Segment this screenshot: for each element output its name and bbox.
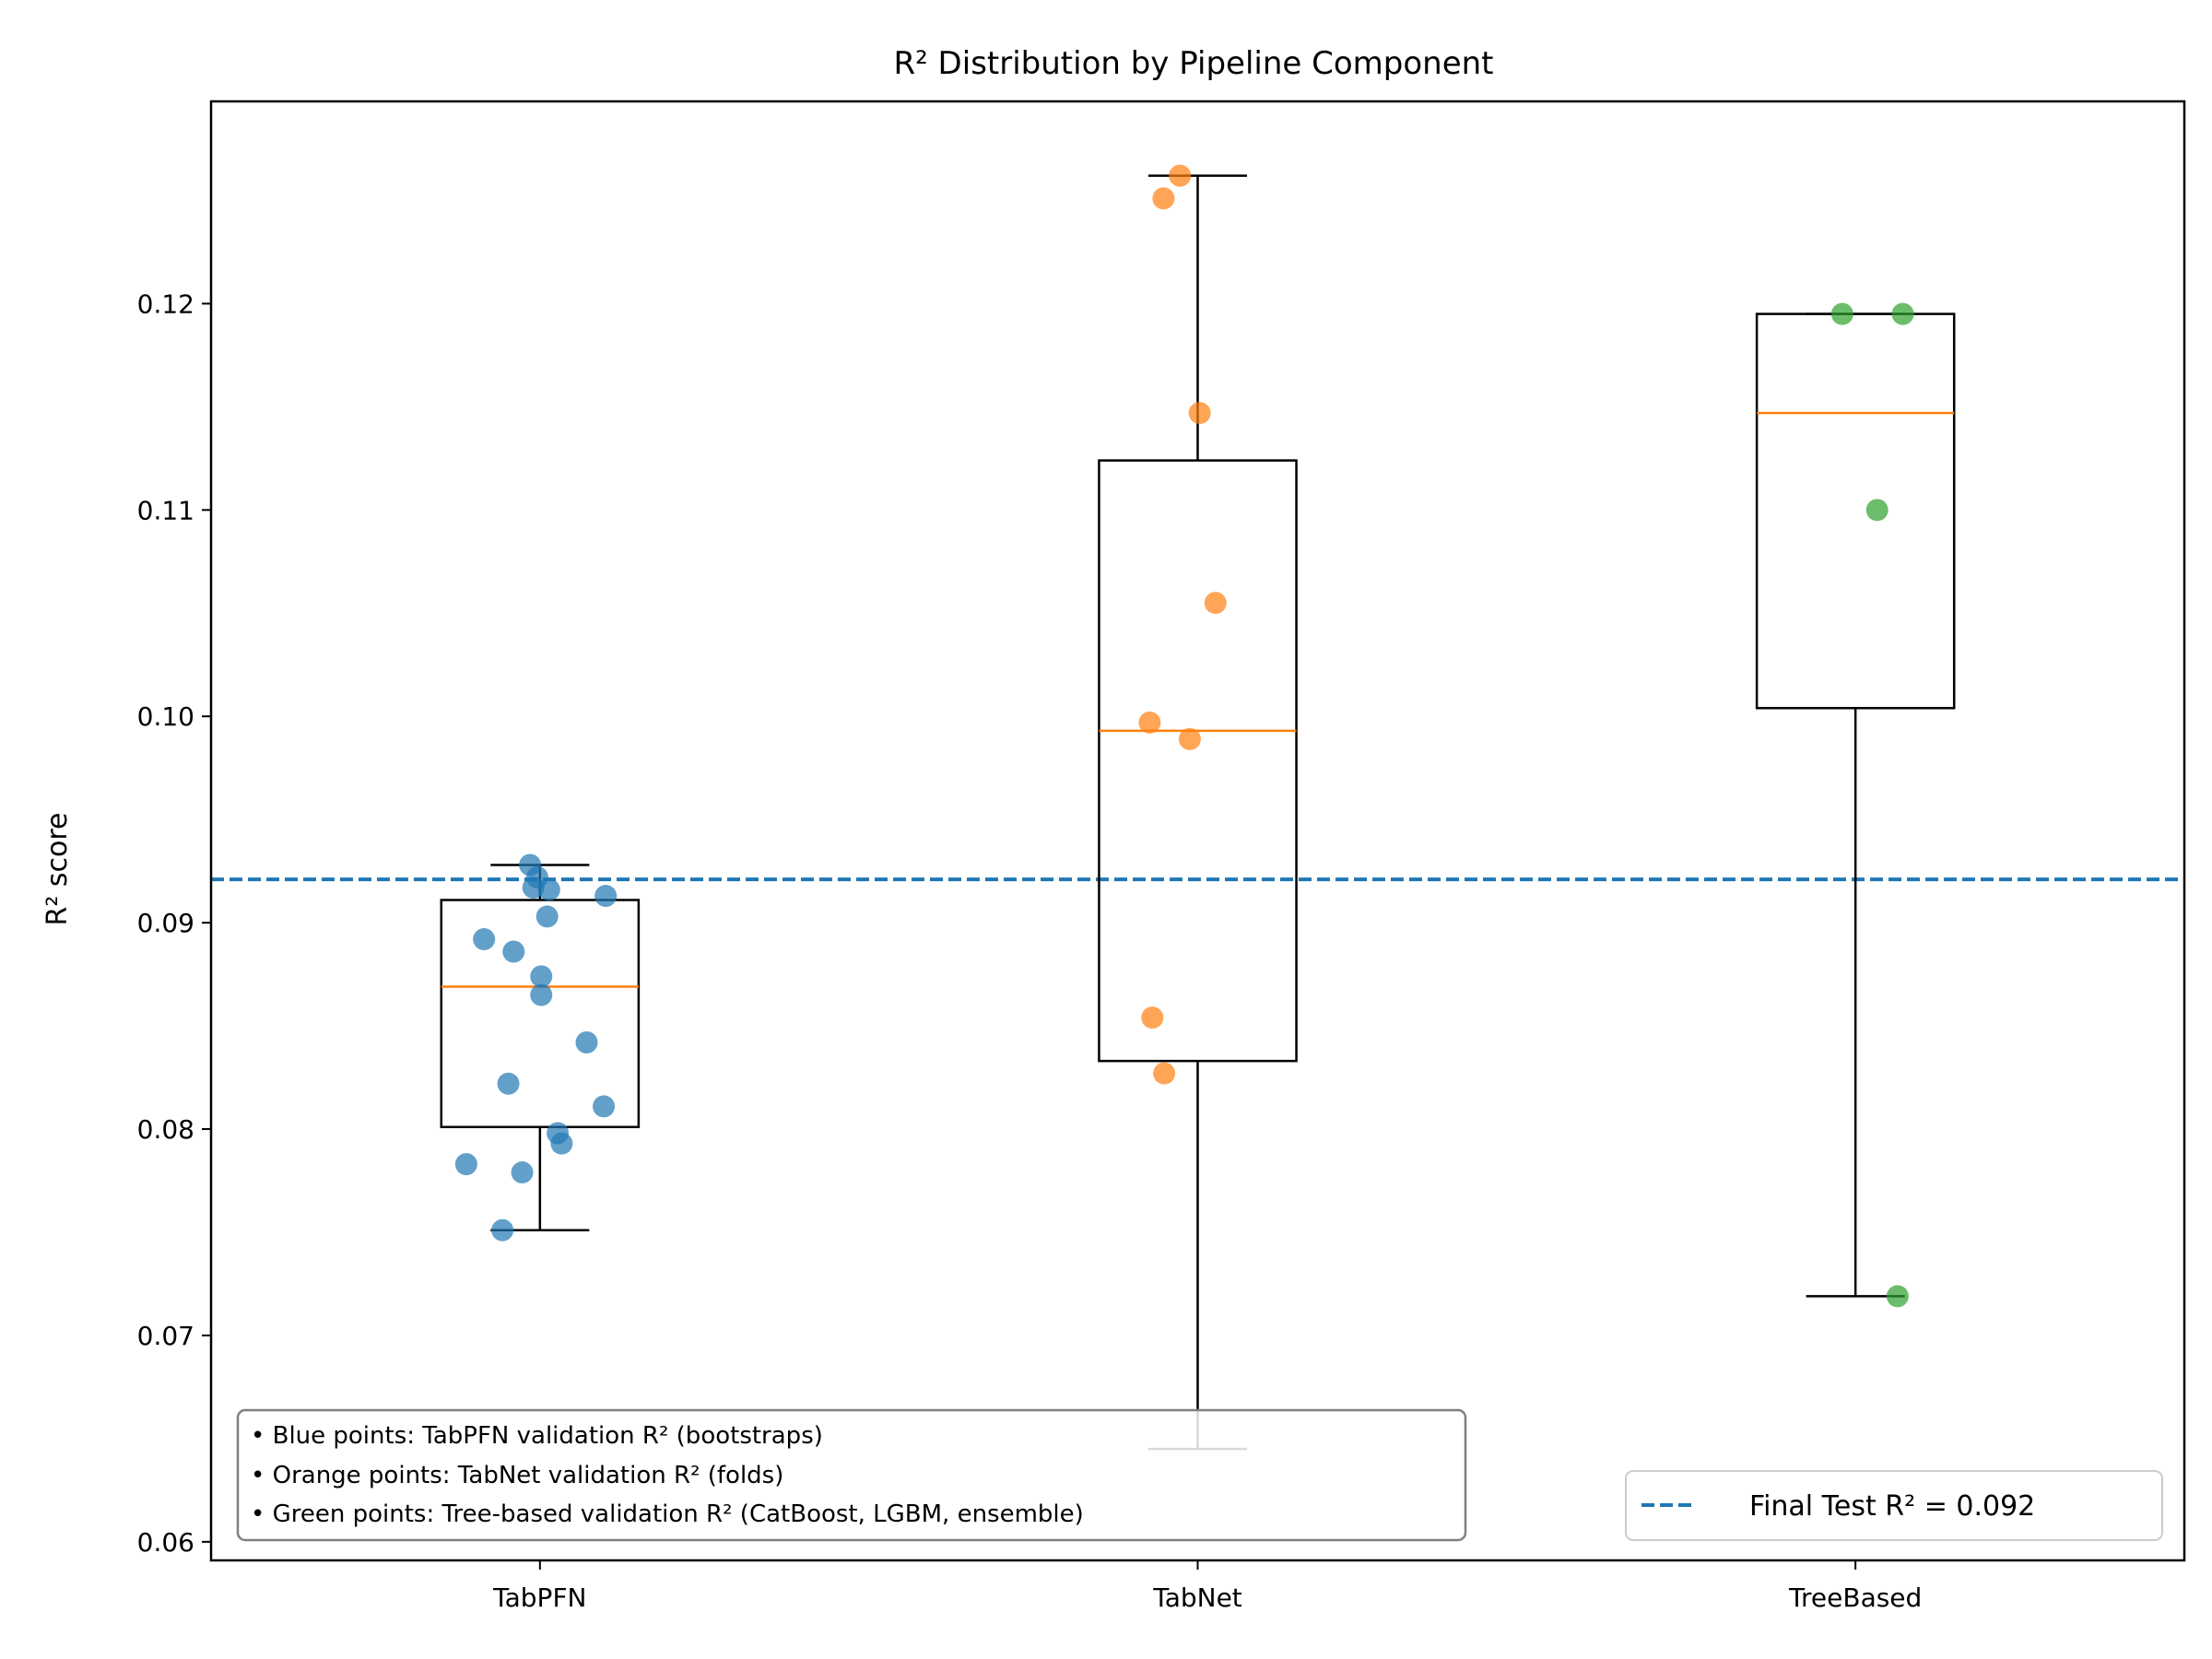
data-point — [535, 905, 559, 928]
x-tick-label: TabNet — [1152, 1583, 1242, 1613]
data-point — [1865, 499, 1888, 522]
data-point — [1891, 302, 1914, 325]
data-points — [454, 164, 1914, 1308]
boxplot-treebased — [1755, 312, 1956, 1298]
data-point — [1152, 187, 1175, 210]
x-axis: TabPFN TabNet TreeBased — [492, 1560, 1922, 1613]
data-point — [530, 965, 553, 988]
y-tick-label: 0.11 — [137, 495, 194, 525]
legend-frame — [1625, 1470, 2163, 1541]
data-point — [594, 885, 618, 908]
points-treebased — [1830, 302, 1914, 1308]
y-tick-label: 0.10 — [137, 701, 194, 732]
note-green-points: • Green points: Tree-based validation R²… — [251, 1500, 1084, 1528]
y-tick-label: 0.12 — [137, 288, 194, 319]
y-tick-label: 0.09 — [137, 908, 194, 938]
data-point — [593, 1095, 616, 1118]
data-point — [497, 1072, 520, 1095]
boxplots — [440, 174, 1956, 1451]
data-point — [1830, 302, 1853, 325]
box-iqr — [1755, 312, 1956, 710]
data-point — [530, 983, 553, 1006]
points-tabnet — [1138, 164, 1227, 1085]
y-axis: 0.06 0.07 0.08 0.09 0.10 0.11 0.12 — [137, 288, 211, 1558]
note-orange-points: • Orange points: TabNet validation R² (f… — [251, 1462, 783, 1489]
data-point — [491, 1218, 514, 1241]
box-iqr — [1098, 459, 1298, 1063]
y-axis-label: R² score — [41, 812, 74, 925]
legend: Final Test R² = 0.092 — [1625, 1470, 2163, 1541]
x-tick-label: TreeBased — [1788, 1583, 1922, 1613]
data-point — [1886, 1285, 1909, 1308]
data-point — [502, 940, 525, 963]
points-tabpfn — [454, 853, 618, 1241]
note-blue-points: • Blue points: TabPFN validation R² (boo… — [251, 1422, 823, 1450]
notes-box: • Blue points: TabPFN validation R² (boo… — [236, 1408, 1467, 1542]
y-tick-label: 0.08 — [137, 1114, 194, 1145]
legend-label-final-test: Final Test R² = 0.092 — [1749, 1490, 2035, 1523]
notes-box-frame — [236, 1408, 1467, 1542]
data-point — [1138, 711, 1161, 734]
y-tick-label: 0.06 — [137, 1527, 194, 1558]
data-point — [454, 1153, 477, 1176]
data-point — [550, 1132, 573, 1155]
box-iqr — [440, 899, 641, 1129]
axes-frame — [209, 100, 2186, 1562]
data-point — [1178, 727, 1201, 750]
y-tick-label: 0.07 — [137, 1321, 194, 1351]
data-point — [1153, 1062, 1176, 1085]
data-point — [1141, 1006, 1164, 1030]
data-point — [1204, 592, 1227, 615]
data-point — [522, 877, 545, 900]
data-point — [1169, 164, 1192, 187]
data-point — [575, 1031, 598, 1054]
x-tick-label: TabPFN — [492, 1583, 586, 1613]
data-point — [511, 1161, 534, 1184]
data-point — [1188, 402, 1211, 425]
data-point — [473, 928, 496, 951]
chart-title: R² Distribution by Pipeline Component — [894, 45, 1494, 82]
